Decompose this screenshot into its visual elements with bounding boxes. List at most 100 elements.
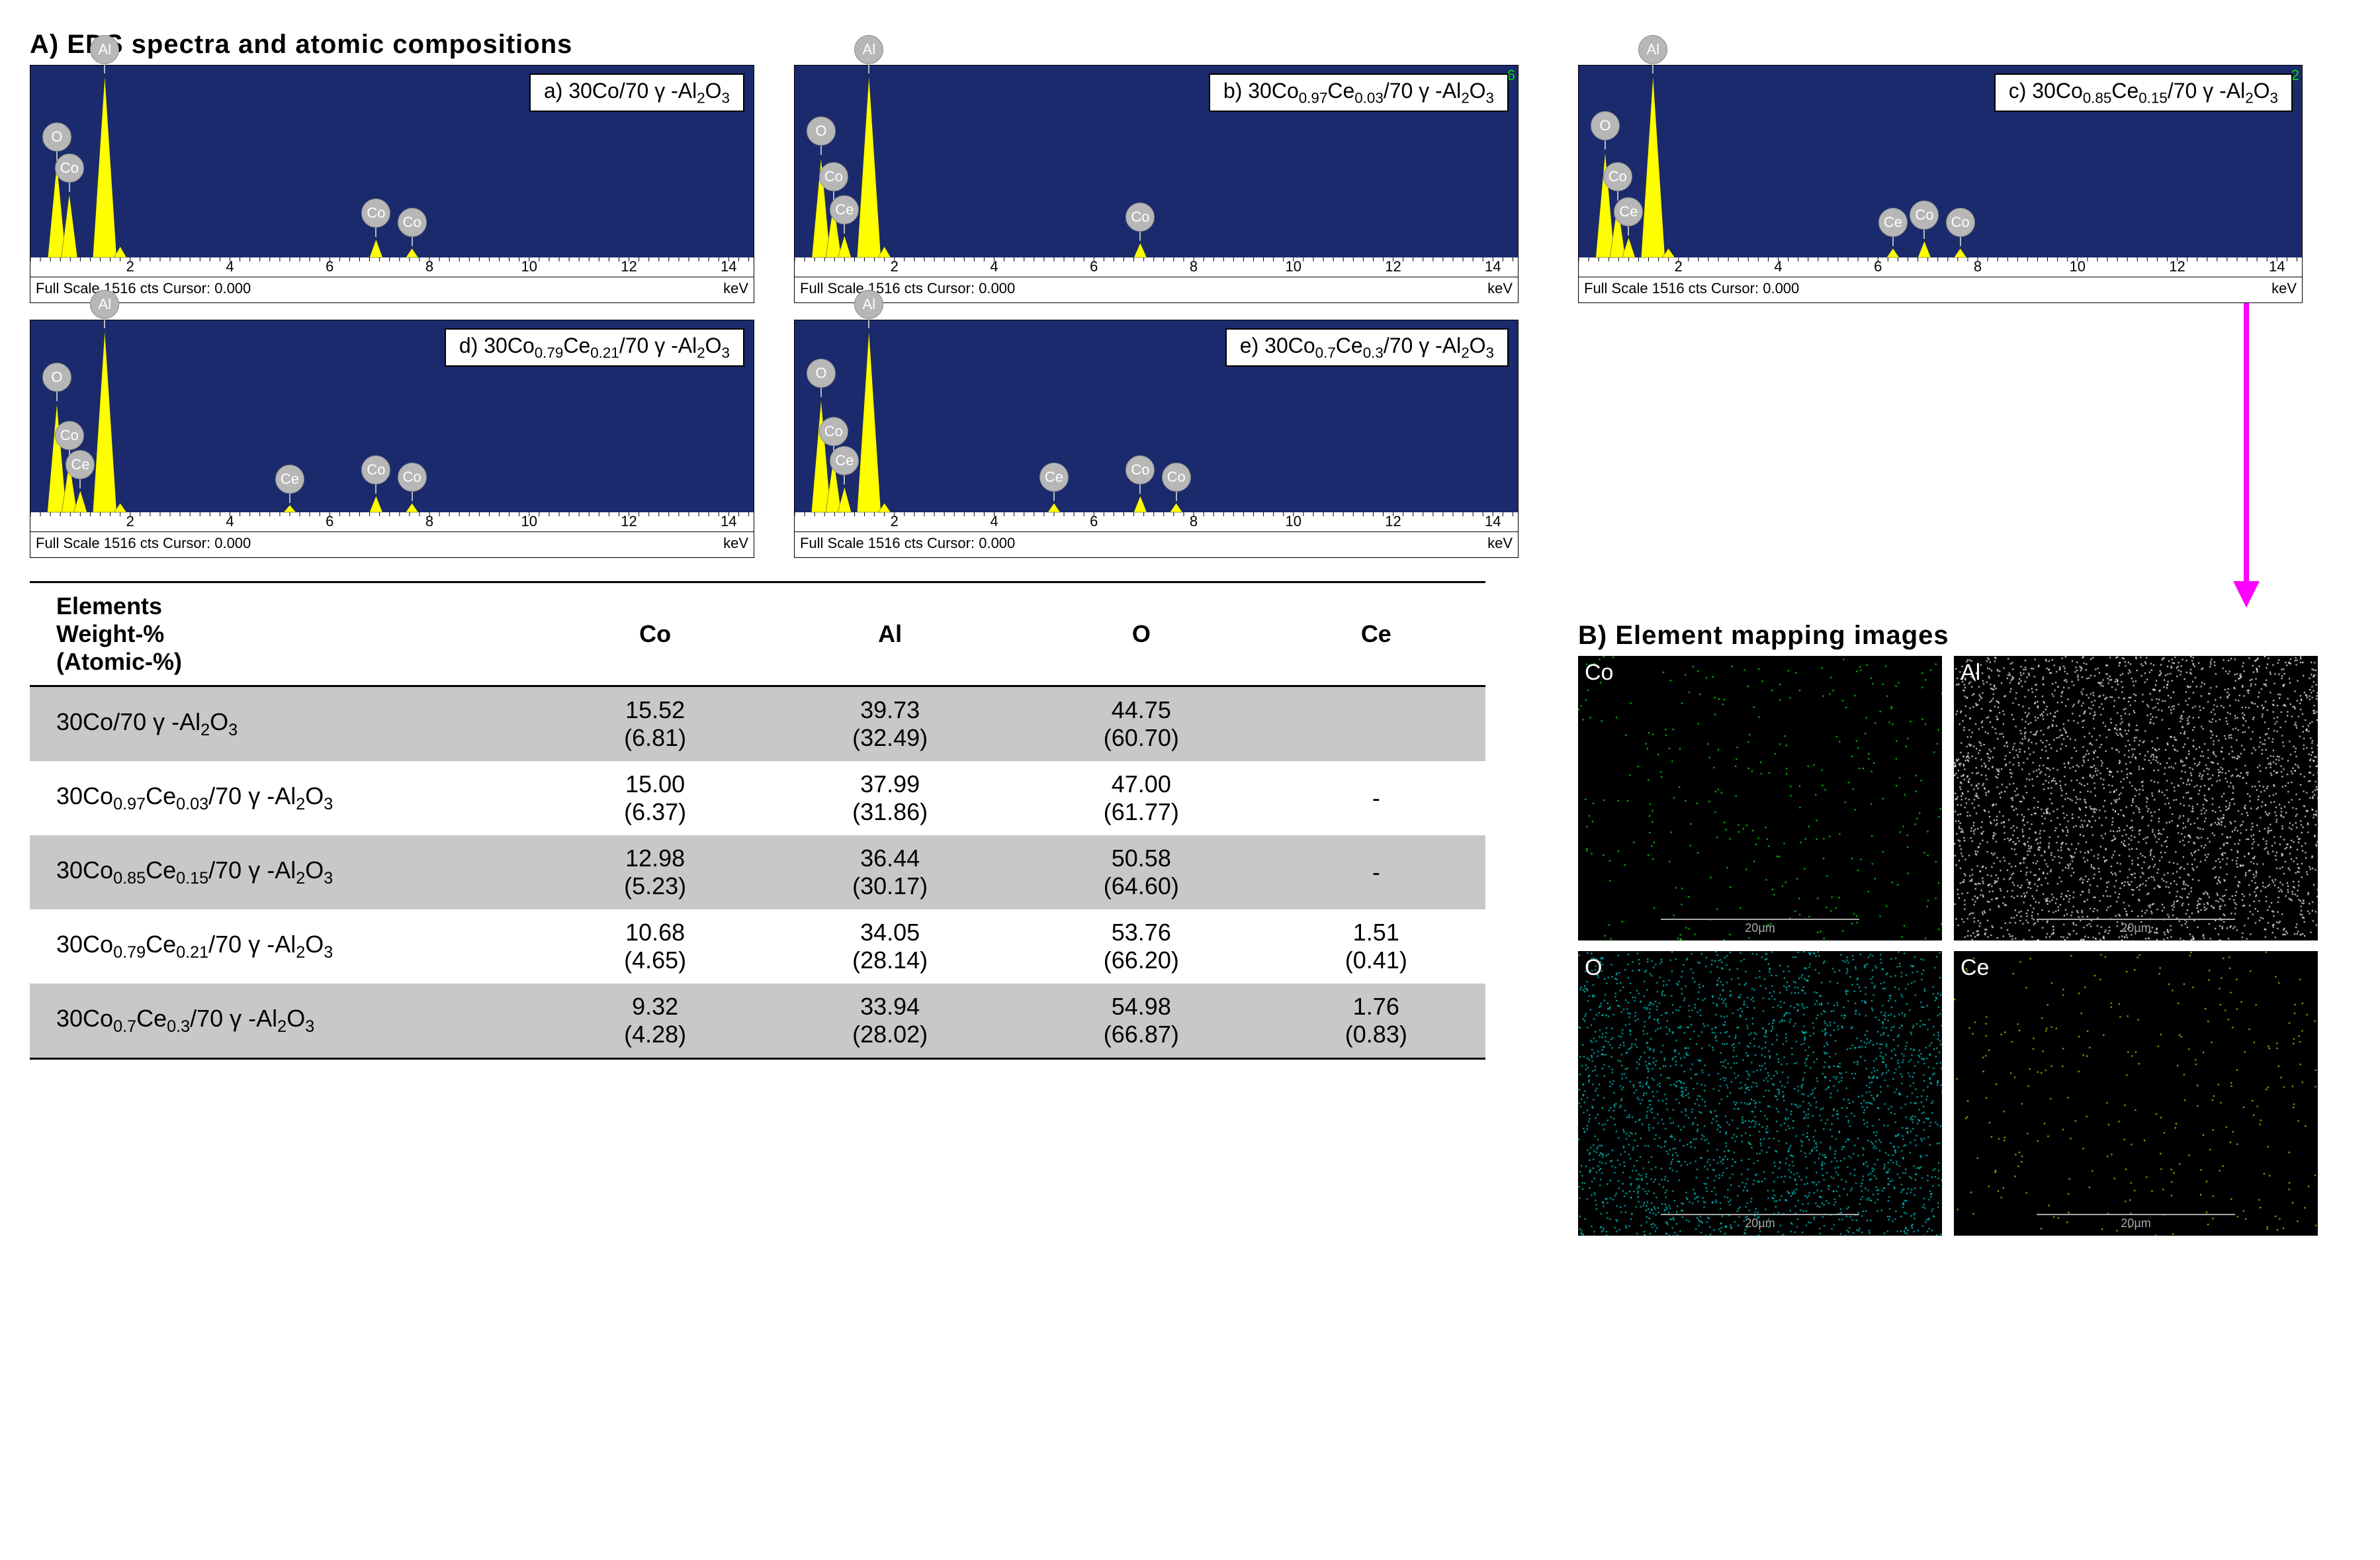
map-dot-canvas (1578, 656, 1942, 941)
peak-label: Co (361, 199, 390, 228)
peak-label: Ce (1614, 197, 1643, 226)
table-cell: 50.58(64.60) (1016, 835, 1267, 909)
x-tick: 4 (1774, 258, 1782, 275)
table-cell: 47.00(61.77) (1016, 761, 1267, 835)
axis-caption-right: keV (1487, 535, 1513, 552)
weight-pct: 34.05 (777, 919, 1002, 946)
spectra-row-1: OCoAlCoCoa) 30Co/70 γ -Al2O32468101214Fu… (30, 65, 1538, 303)
map-panel-ce: Ce20µm (1954, 951, 2318, 1236)
peak-marker-co: Co (1125, 455, 1155, 494)
spectrum-d: OCoCeAlCeCoCod) 30Co0.79Ce0.21/70 γ -Al2… (30, 320, 754, 558)
map-panel-label: Co (1585, 660, 1613, 686)
weight-pct: 50.58 (1029, 845, 1254, 872)
spectrum-e: OCoCeAlCeCoCoe) 30Co0.7Ce0.3/70 γ -Al2O3… (794, 320, 1519, 558)
peak-label: Al (90, 35, 119, 64)
peak-marker-al: Al (1638, 35, 1667, 73)
axis-caption-left: Full Scale 1516 cts Cursor: 0.000 (1584, 280, 1799, 297)
section-a-title: A) EDS spectra and atomic compositions (30, 30, 2350, 60)
atomic-pct: (32.49) (777, 724, 1002, 752)
weight-pct: 37.99 (777, 770, 1002, 798)
table-cell: - (1267, 761, 1485, 835)
atomic-pct: (66.87) (1029, 1021, 1254, 1048)
peak-label: Co (1125, 455, 1155, 484)
peak-marker-o: O (42, 363, 71, 401)
atomic-pct: (60.70) (1029, 724, 1254, 752)
x-tick: 4 (226, 258, 234, 275)
table-cell: 34.05(28.14) (764, 909, 1016, 984)
arrow-down-icon (2233, 303, 2260, 608)
table-cell: 10.68(4.65) (546, 909, 764, 984)
section-b-title: B) Element mapping images (1578, 621, 2319, 651)
axis-caption: Full Scale 1516 cts Cursor: 0.000keV (30, 277, 754, 302)
weight-pct: 47.00 (1029, 770, 1254, 798)
peak-marker-al: Al (90, 290, 119, 328)
weight-pct: 33.94 (777, 993, 1002, 1021)
x-tick: 4 (990, 258, 998, 275)
scalebar-label: 20µm (1661, 1216, 1859, 1230)
x-tick: 4 (226, 513, 234, 530)
x-tick: 14 (2269, 258, 2285, 275)
weight-pct: - (1280, 858, 1472, 886)
atomic-pct: (30.17) (777, 872, 1002, 900)
map-dot-canvas (1954, 656, 2318, 941)
map-panel-al: Al 20µm (1954, 656, 2318, 941)
table-cell: 39.73(32.49) (764, 686, 1016, 762)
weight-pct: 44.75 (1029, 696, 1254, 724)
table-row: 30Co/70 γ -Al2O315.52(6.81)39.73(32.49)4… (30, 686, 1485, 762)
table-row: 30Co0.7Ce0.3/70 γ -Al2O39.32(4.28)33.94(… (30, 984, 1485, 1059)
peak-label: Al (854, 290, 883, 319)
x-tick: 2 (1675, 258, 1683, 275)
atomic-pct: (28.02) (777, 1021, 1002, 1048)
table-header-sample: ElementsWeight-%(Atomic-%) (30, 582, 546, 686)
peak-label: O (42, 363, 71, 392)
peak-marker-co: Co (398, 208, 427, 246)
peak-label: Ce (830, 446, 859, 475)
weight-pct: 15.00 (559, 770, 751, 798)
x-tick: 6 (326, 258, 333, 275)
x-tick: 6 (326, 513, 333, 530)
spectrum-label: d) 30Co0.79Ce0.21/70 γ -Al2O3 (445, 328, 744, 367)
left-column: OCoAlCoCoa) 30Co/70 γ -Al2O32468101214Fu… (30, 65, 1538, 1060)
sample-name: 30Co0.7Ce0.3/70 γ -Al2O3 (30, 984, 546, 1059)
table-cell: 54.98(66.87) (1016, 984, 1267, 1059)
atomic-pct: (6.37) (559, 798, 751, 826)
map-panel-label: Al (1961, 660, 1980, 686)
peak-marker-o: O (807, 116, 836, 155)
map-dot-canvas (1578, 951, 1942, 1236)
peak-label: Ce (275, 465, 304, 494)
peak-marker-ce: Ce (275, 465, 304, 503)
sample-name: 30Co/70 γ -Al2O3 (30, 686, 546, 762)
table-cell: 53.76(66.20) (1016, 909, 1267, 984)
table-cell: 15.00(6.37) (546, 761, 764, 835)
x-tick: 12 (621, 513, 637, 530)
axis-caption-right: keV (1487, 280, 1513, 297)
atomic-pct: (64.60) (1029, 872, 1254, 900)
x-tick: 12 (2169, 258, 2185, 275)
peak-label: Co (361, 455, 390, 484)
x-tick: 6 (1090, 258, 1098, 275)
peak-marker-co: Co (1162, 463, 1191, 501)
axis-caption-right: keV (723, 535, 748, 552)
map-panel-co: Co20µm (1578, 656, 1942, 941)
scalebar-label: 20µm (2037, 921, 2235, 935)
axis-caption: Full Scale 1516 cts Cursor: 0.000keV (795, 277, 1518, 302)
peak-label: Co (1603, 162, 1632, 191)
peak-marker-co: Co (361, 455, 390, 494)
table-row: 30Co0.97Ce0.03/70 γ -Al2O315.00(6.37)37.… (30, 761, 1485, 835)
spectrum-label: c) 30Co0.85Ce0.15/70 γ -Al2O3 (1994, 73, 2293, 112)
x-tick: 12 (621, 258, 637, 275)
table-cell: 15.52(6.81) (546, 686, 764, 762)
table-cell: 44.75(60.70) (1016, 686, 1267, 762)
map-dot-canvas (1954, 951, 2318, 1236)
x-tick: 10 (1286, 513, 1301, 530)
peak-label: Co (398, 463, 427, 492)
axis-caption: Full Scale 1516 cts Cursor: 0.000keV (30, 532, 754, 557)
x-tick: 6 (1090, 513, 1098, 530)
peak-marker-ce: Ce (1878, 208, 1908, 246)
table-header-co: Co (546, 582, 764, 686)
atomic-pct: (0.41) (1280, 946, 1472, 974)
peak-marker-co: Co (398, 463, 427, 501)
axis-caption: Full Scale 1516 cts Cursor: 0.000keV (795, 532, 1518, 557)
peak-marker-co: Co (55, 154, 84, 192)
x-tick: 2 (126, 258, 134, 275)
